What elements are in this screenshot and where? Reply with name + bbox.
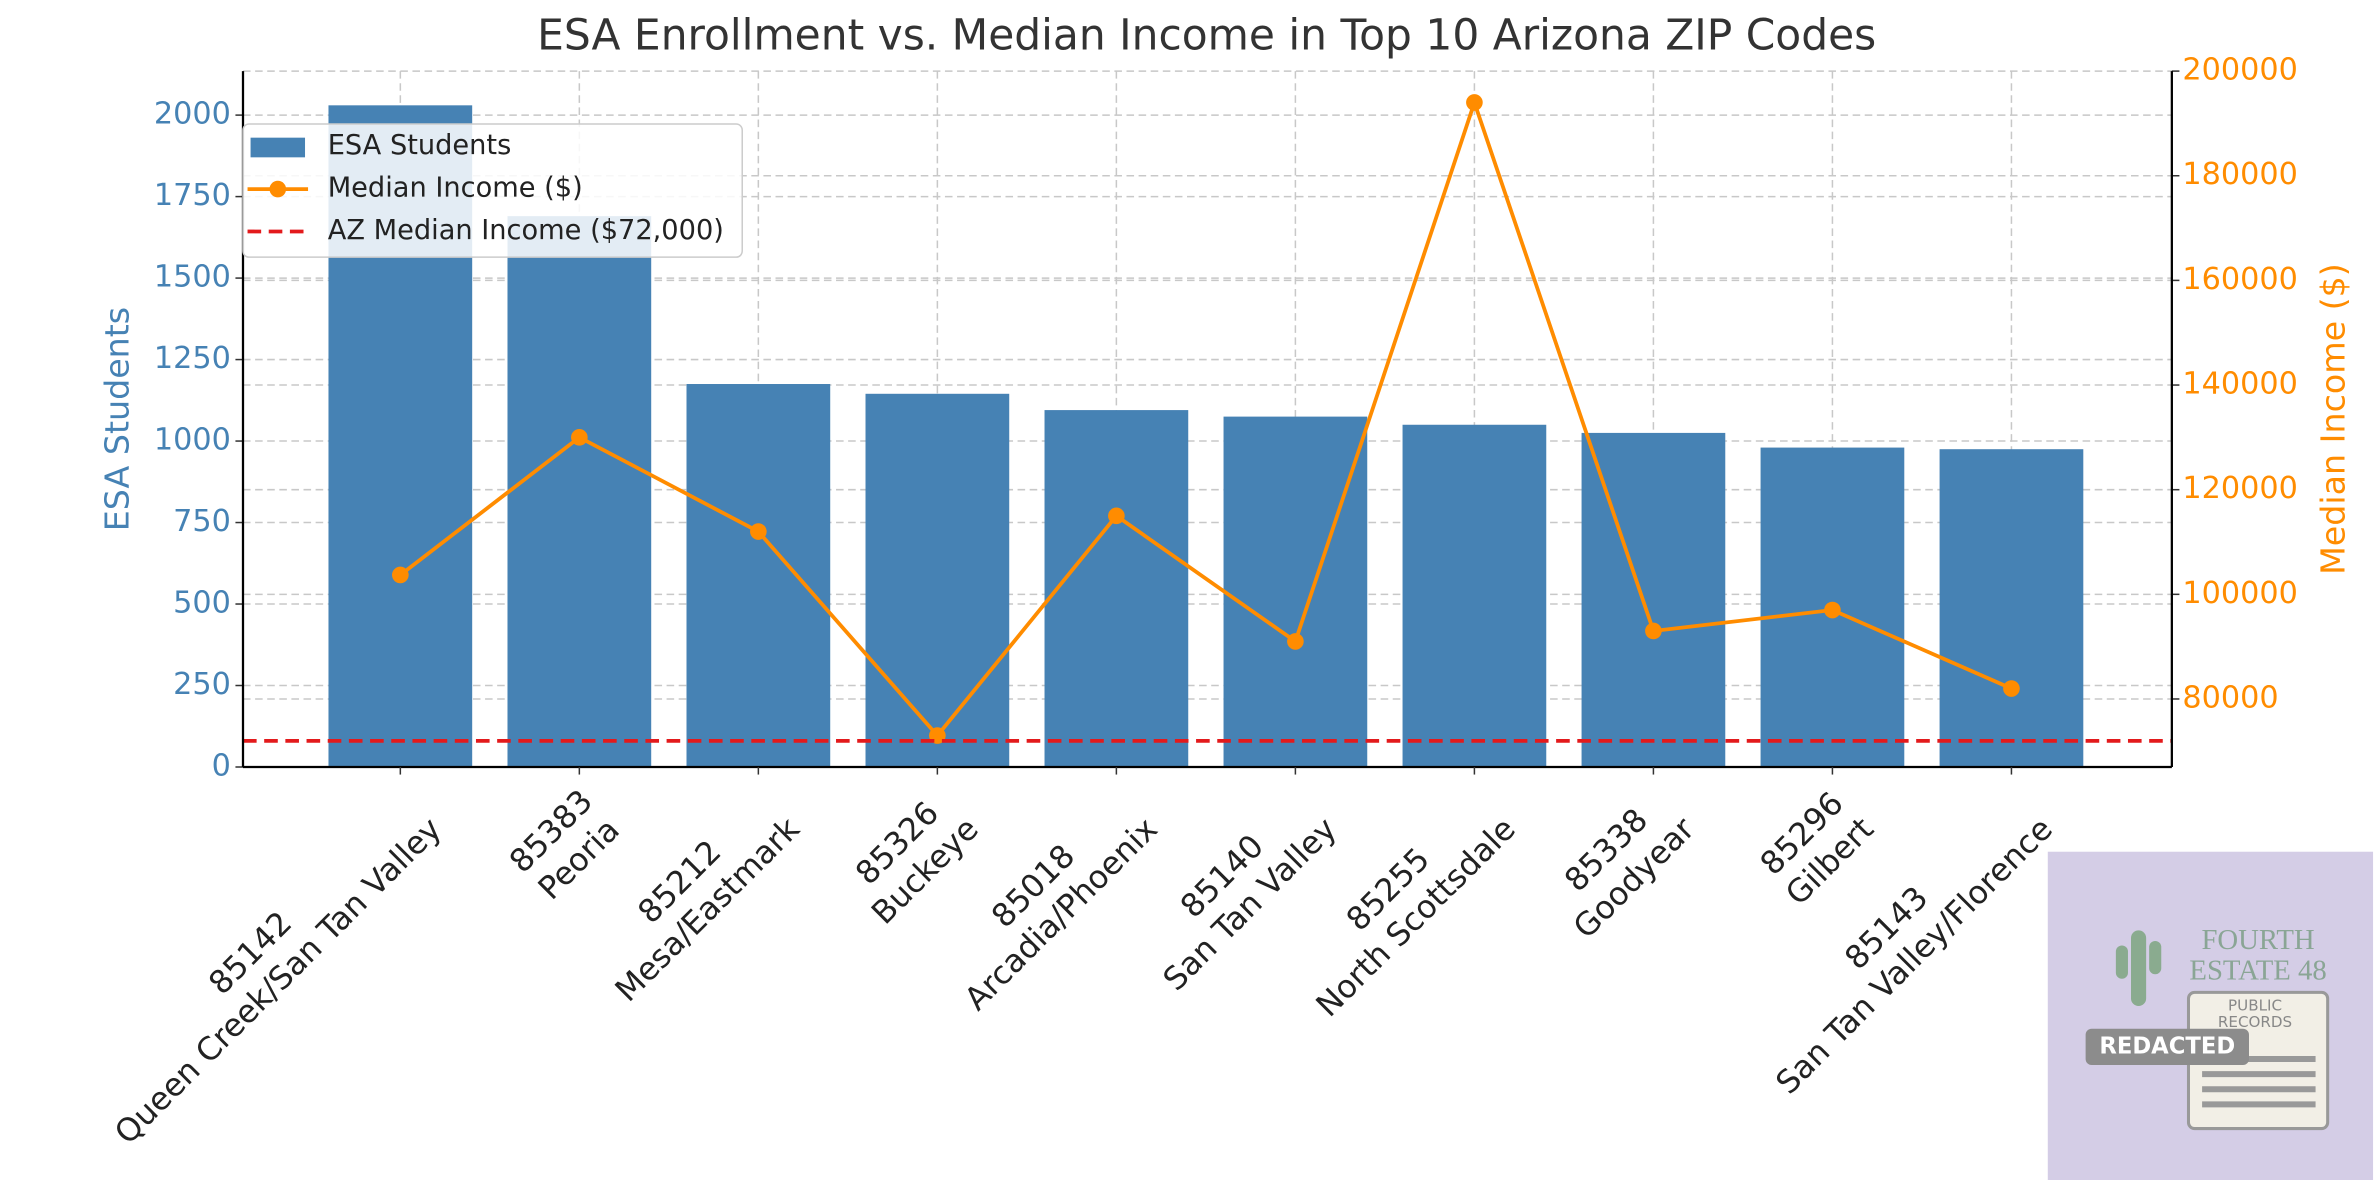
legend-box (242, 123, 743, 258)
y-axis-label: ESA Students (97, 307, 136, 531)
marker (1824, 601, 1841, 619)
legend-label: ESA Students (328, 130, 512, 161)
bar (507, 216, 652, 767)
marker (750, 523, 767, 540)
badge-text: REDACTED (2099, 1033, 2235, 1059)
y2-axis-label: Median Income ($) (2314, 263, 2353, 575)
chart-title: ESA Enrollment vs. Median Income in Top … (537, 10, 1876, 59)
y2-tick-label: 140000 (2182, 367, 2297, 402)
y-tick-label: 1250 (154, 341, 231, 376)
y2-tick-label: 180000 (2182, 157, 2297, 192)
bar (1402, 424, 1547, 767)
legend: ESA Students Median Income ($) AZ Median I… (242, 123, 743, 258)
cactus (2131, 930, 2147, 1007)
watermark-text: FOURTH (2201, 924, 2314, 956)
y2-tick-label: 160000 (2182, 262, 2297, 297)
legend-swatch (269, 180, 287, 198)
bar (865, 393, 1010, 767)
y-tick-label: 1750 (154, 178, 231, 213)
legend-swatch (250, 137, 306, 158)
badge (2085, 1028, 2249, 1066)
cactus (2115, 945, 2128, 979)
stamp-text: RECORDS (2218, 1013, 2292, 1031)
y2-tick-label: 200000 (2182, 53, 2297, 88)
marker (1466, 94, 1483, 111)
stamp-text: PUBLIC (2228, 997, 2282, 1015)
y2-tick-label: 80000 (2182, 680, 2278, 715)
watermark-text: ESTATE 48 (2189, 954, 2326, 986)
y-tick-label: 500 (173, 586, 231, 621)
bar (1044, 410, 1189, 767)
bar (1939, 449, 2084, 767)
legend-label: AZ Median Income ($72,000) (328, 215, 724, 246)
bar (1223, 416, 1368, 767)
y-tick-label: 1000 (154, 423, 231, 458)
bar (686, 384, 831, 767)
line (399, 96, 2013, 739)
marker (392, 566, 409, 584)
y2-tick-label: 120000 (2182, 471, 2297, 506)
marker (1108, 507, 1125, 525)
marker (1287, 633, 1304, 650)
marker (2003, 680, 2020, 697)
marker (571, 429, 588, 446)
y-tick-label: 1500 (154, 260, 231, 295)
y2-tick-label: 100000 (2182, 576, 2297, 611)
y-tick-label: 2000 (154, 97, 231, 132)
legend-label: Median Income ($) (328, 173, 583, 204)
watermark: FOURTH ESTATE 48 PUBLIC RECORDS REDACTED (2047, 851, 2374, 1180)
y-tick-label: 0 (212, 749, 231, 784)
y-tick-label: 750 (173, 504, 231, 539)
marker (1645, 622, 1662, 640)
y-tick-label: 250 (173, 667, 231, 702)
cactus (2149, 940, 2162, 975)
